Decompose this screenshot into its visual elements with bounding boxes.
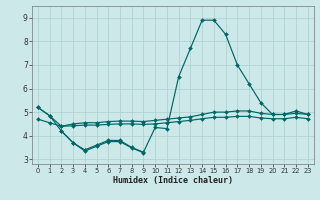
X-axis label: Humidex (Indice chaleur): Humidex (Indice chaleur) <box>113 176 233 185</box>
